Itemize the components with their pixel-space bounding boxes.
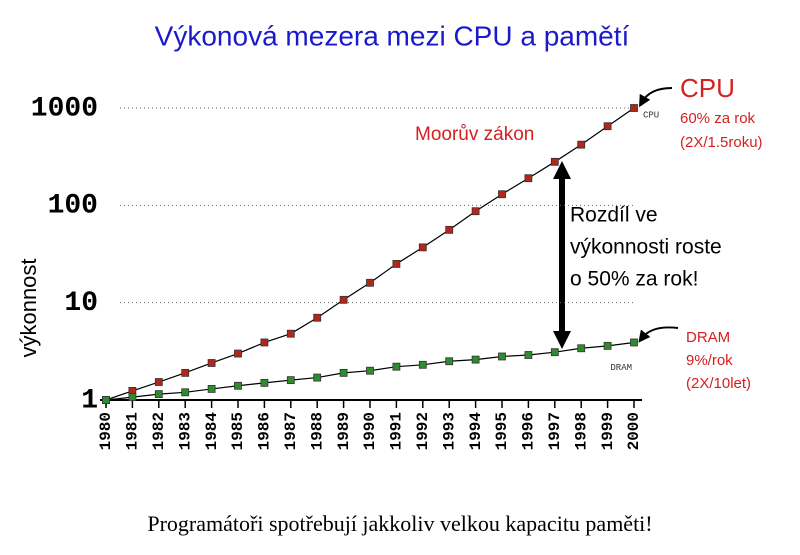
x-tick-label: 1981	[124, 412, 142, 450]
data-point	[630, 104, 638, 112]
x-tick-label: 1997	[546, 412, 564, 450]
data-point	[418, 243, 427, 252]
data-point	[234, 349, 242, 358]
x-tick-label: 1991	[388, 412, 406, 450]
annotation: Rozdíl ve	[570, 204, 658, 227]
data-point	[471, 207, 480, 216]
caption: Programátoři spotřebují jakkoliv velkou …	[147, 511, 652, 536]
data-point	[102, 396, 110, 404]
data-point	[577, 344, 586, 353]
x-tick-label: 1999	[599, 412, 617, 450]
x-tick-label: 1995	[493, 412, 511, 450]
data-point	[339, 368, 348, 377]
x-tick-label: 2000	[625, 412, 643, 450]
data-point	[445, 357, 454, 366]
y-tick-label: 1	[81, 385, 98, 416]
data-point	[603, 341, 612, 350]
data-point	[366, 278, 374, 287]
x-tick-label: 1988	[308, 412, 326, 450]
x-tick-label: 1986	[256, 412, 274, 450]
data-point	[260, 378, 269, 387]
x-tick-label: 1998	[572, 412, 590, 450]
y-tick-label: 1000	[31, 93, 98, 124]
data-point	[524, 351, 533, 359]
data-point	[313, 373, 322, 382]
pointer-arrow	[638, 326, 679, 343]
data-point	[234, 381, 242, 390]
data-point	[392, 260, 401, 268]
data-point	[313, 313, 322, 322]
pointer-arrow	[639, 87, 673, 108]
x-tick-label: 1996	[520, 412, 538, 450]
data-point	[418, 360, 427, 369]
annotation: výkonnosti roste	[570, 236, 722, 259]
y-tick-label: 100	[48, 191, 98, 222]
x-tick-label: 1985	[229, 412, 247, 450]
data-point	[366, 366, 374, 375]
annotation: 9%/rok	[686, 352, 733, 369]
data-point	[181, 368, 190, 377]
x-tick-label: 1989	[335, 412, 353, 450]
data-point	[550, 348, 559, 357]
data-point	[128, 393, 137, 402]
data-point	[498, 352, 506, 361]
data-point	[181, 388, 190, 397]
x-tick-label: 1982	[150, 412, 168, 450]
data-point	[286, 376, 295, 385]
annotation: (2X/1.5roku)	[680, 134, 763, 151]
data-point	[498, 190, 506, 199]
annotation: (2X/10let)	[686, 375, 751, 392]
annotation: DRAM	[686, 329, 730, 346]
data-point	[471, 355, 480, 364]
x-tick-label: 1993	[440, 412, 458, 450]
data-point	[603, 122, 612, 131]
series-line	[105, 107, 635, 401]
series-label: CPU	[643, 110, 659, 120]
data-point	[445, 225, 454, 234]
y-tick-label: 10	[64, 288, 98, 319]
x-tick-label: 1990	[361, 412, 379, 450]
x-tick-label: 1992	[414, 412, 432, 450]
series-label: DRAM	[610, 363, 632, 373]
data-point	[286, 329, 295, 338]
data-point	[260, 338, 269, 347]
data-point	[630, 338, 638, 347]
chart-title: Výkonová mezera mezi CPU a pamětí	[155, 20, 630, 51]
annotation: CPU	[680, 73, 735, 103]
data-point	[207, 385, 216, 393]
annotation: Moorův zákon	[415, 124, 534, 145]
data-point	[392, 362, 401, 371]
x-tick-label: 1987	[282, 412, 300, 450]
annotation: o 50% za rok!	[570, 268, 698, 291]
x-tick-label: 1980	[97, 412, 115, 450]
x-tick-label: 1983	[176, 412, 194, 450]
data-point	[524, 174, 533, 183]
annotation: 60% za rok	[680, 110, 756, 127]
x-tick-label: 1994	[467, 412, 485, 451]
data-point	[154, 378, 163, 386]
data-point	[154, 390, 163, 398]
data-point	[550, 157, 559, 166]
data-point	[577, 140, 586, 149]
x-tick-label: 1984	[203, 412, 221, 451]
data-point	[207, 359, 216, 367]
y-axis-label: výkonnost	[16, 258, 41, 357]
data-point	[339, 295, 348, 304]
